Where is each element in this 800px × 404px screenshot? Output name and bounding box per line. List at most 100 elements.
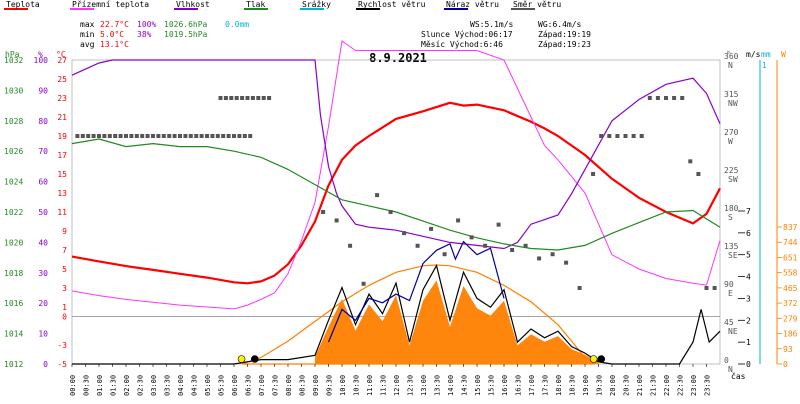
- rain-axis-label: mm: [761, 50, 771, 59]
- wind-dir-point: [223, 96, 228, 100]
- humidity-tick-label: 90: [38, 86, 48, 95]
- wind-dir-point: [564, 260, 569, 265]
- legend-label-1: Přízemní teplota: [72, 0, 149, 9]
- wind-dir-point: [80, 134, 85, 138]
- wind-dir-point: [607, 134, 612, 138]
- stats-min-hum: 38%: [137, 30, 152, 39]
- x-tick-label: 17:30: [542, 375, 550, 396]
- wind-dir-point: [75, 134, 80, 138]
- x-tick-label: 12:00: [393, 375, 401, 396]
- sun-moon-markers: [237, 355, 606, 363]
- wind-dir-point: [107, 134, 112, 138]
- wind-dir-point: [178, 134, 182, 138]
- x-tick-label: 18:30: [569, 375, 577, 396]
- stats-max-rain: 0.0mm: [225, 20, 249, 29]
- temperature-tick-label: 0: [62, 313, 67, 322]
- solar-tick-label: 558: [783, 269, 798, 278]
- wind-dir-point: [639, 134, 644, 138]
- wind-dir-point: [483, 243, 488, 248]
- wind-dir-point: [664, 96, 668, 100]
- humidity-tick-label: 20: [38, 299, 48, 308]
- humidity-axis-label: %: [38, 50, 43, 59]
- direction-tick-value: 45: [724, 318, 734, 327]
- legend-label-5: Rychlost větru: [358, 0, 426, 9]
- wind-dir-point: [688, 159, 693, 164]
- x-tick-label: 09:00: [312, 375, 320, 396]
- pressure-tick-label: 1028: [4, 117, 23, 126]
- wind-dir-point: [591, 172, 596, 176]
- wind-dir-point: [267, 96, 272, 100]
- wind-dir-point: [156, 134, 161, 138]
- wind-dir-point: [237, 134, 242, 138]
- direction-tick-value: 360: [724, 52, 739, 61]
- x-tick-label: 13:30: [434, 375, 442, 396]
- wind-dir-point: [577, 286, 582, 290]
- x-tick-label: 07:30: [272, 375, 280, 396]
- humidity-tick-label: 50: [38, 208, 48, 217]
- wind-dir-point: [647, 96, 652, 100]
- wind-dir-point: [113, 134, 118, 138]
- x-tick-label: 10:00: [339, 375, 347, 396]
- wind-dir-point: [188, 134, 193, 138]
- wind-dir-point: [215, 134, 220, 138]
- wind-dir-point: [97, 134, 101, 138]
- humidity-tick-label: 70: [38, 147, 48, 156]
- x-tick-label: 21:30: [650, 375, 658, 396]
- x-tick-label: 20:00: [609, 375, 617, 396]
- humidity-tick-label: 60: [38, 178, 48, 187]
- series-line-gust: [327, 240, 505, 343]
- x-tick-label: 09:30: [326, 375, 334, 396]
- pressure-tick-label: 1016: [4, 299, 23, 308]
- wind-tick-label: 5: [746, 251, 751, 260]
- wind-dir-point: [91, 134, 96, 138]
- wind-dir-point: [321, 210, 326, 214]
- wind-dir-point: [655, 96, 660, 100]
- direction-tick-value: 90: [724, 280, 734, 289]
- wind-gust-info: WG:6.4m/s: [538, 20, 582, 29]
- stats-min-label: min: [80, 30, 95, 39]
- series-line-hum: [71, 59, 721, 250]
- sunset-marker: [589, 355, 598, 363]
- direction-tick-name: NE: [728, 327, 738, 336]
- x-tick-label: 05:30: [218, 375, 226, 396]
- pressure-tick-label: 1026: [4, 147, 23, 156]
- stats-avg-label: avg: [80, 40, 95, 49]
- x-tick-label: 01:00: [96, 375, 104, 396]
- direction-tick-value: 180: [724, 204, 739, 213]
- direction-tick-value: 315: [724, 90, 739, 99]
- pressure-tick-label: 1024: [4, 178, 23, 187]
- solar-tick-label: 0: [783, 360, 788, 369]
- x-tick-label: 10:30: [353, 375, 361, 396]
- wind-dir-point: [140, 134, 145, 138]
- moonset-marker: [597, 355, 606, 363]
- pressure-tick-label: 1014: [4, 330, 23, 339]
- wind-dir-point: [510, 248, 515, 252]
- temperature-tick-label: 25: [57, 75, 67, 84]
- sunrise-marker: [237, 355, 246, 363]
- wind-dir-point: [696, 172, 701, 176]
- wind-dir-point: [361, 281, 366, 286]
- x-tick-label: 18:00: [555, 375, 563, 396]
- stats-avg-temp: 13.1°C: [100, 40, 129, 49]
- pressure-axis-label: hPa: [5, 50, 20, 59]
- wind-tick-label: 0: [746, 360, 751, 369]
- wind-dir-point: [118, 134, 123, 138]
- wind-dir-point: [205, 134, 209, 138]
- x-tick-label: 11:00: [366, 375, 374, 396]
- wind-dir-point: [537, 256, 542, 261]
- wind-axis-label: m/s: [746, 50, 761, 59]
- x-tick-label: 08:00: [285, 375, 293, 396]
- wind-dir-point: [442, 252, 447, 257]
- temperature-tick-label: 9: [62, 227, 67, 236]
- x-tick-label: 19:00: [582, 375, 590, 396]
- x-tick-label: 13:00: [420, 375, 428, 396]
- wind-direction-points: [75, 96, 717, 290]
- wind-dir-point: [102, 134, 107, 138]
- x-tick-label: 14:00: [447, 375, 455, 396]
- temperature-tick-label: -3: [57, 341, 67, 350]
- direction-tick-value: 135: [724, 242, 739, 251]
- wind-dir-point: [704, 286, 709, 290]
- legend-label-4: Srážky: [302, 0, 331, 9]
- wind-tick-label: 6: [746, 229, 751, 238]
